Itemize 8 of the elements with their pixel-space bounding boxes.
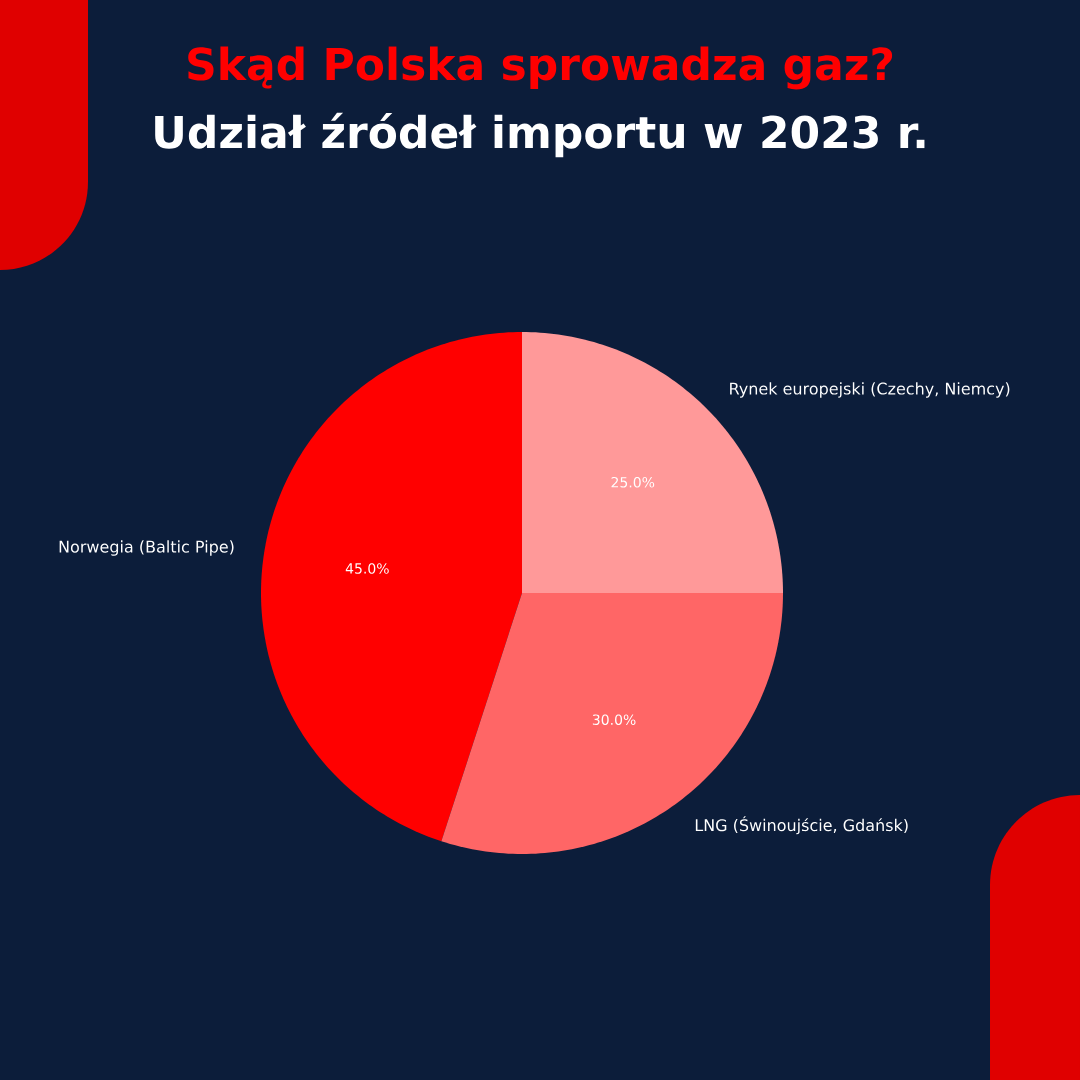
data-label: 30.0% [592, 714, 636, 725]
slice-label: Rynek europejski (Czechy, Niemcy) [730, 382, 1010, 398]
data-label: 25.0% [611, 476, 655, 488]
chart-subtitle: Udział źródeł importu w 2023 r. [155, 112, 925, 158]
slice-label: LNG (Świnoujście, Gdańsk) [695, 816, 908, 835]
data-label: 45.0% [345, 563, 389, 574]
slice-label: Norwegia (Baltic Pipe) [59, 540, 234, 556]
chart-title: Skąd Polska sprowadza gaz? [188, 46, 893, 90]
